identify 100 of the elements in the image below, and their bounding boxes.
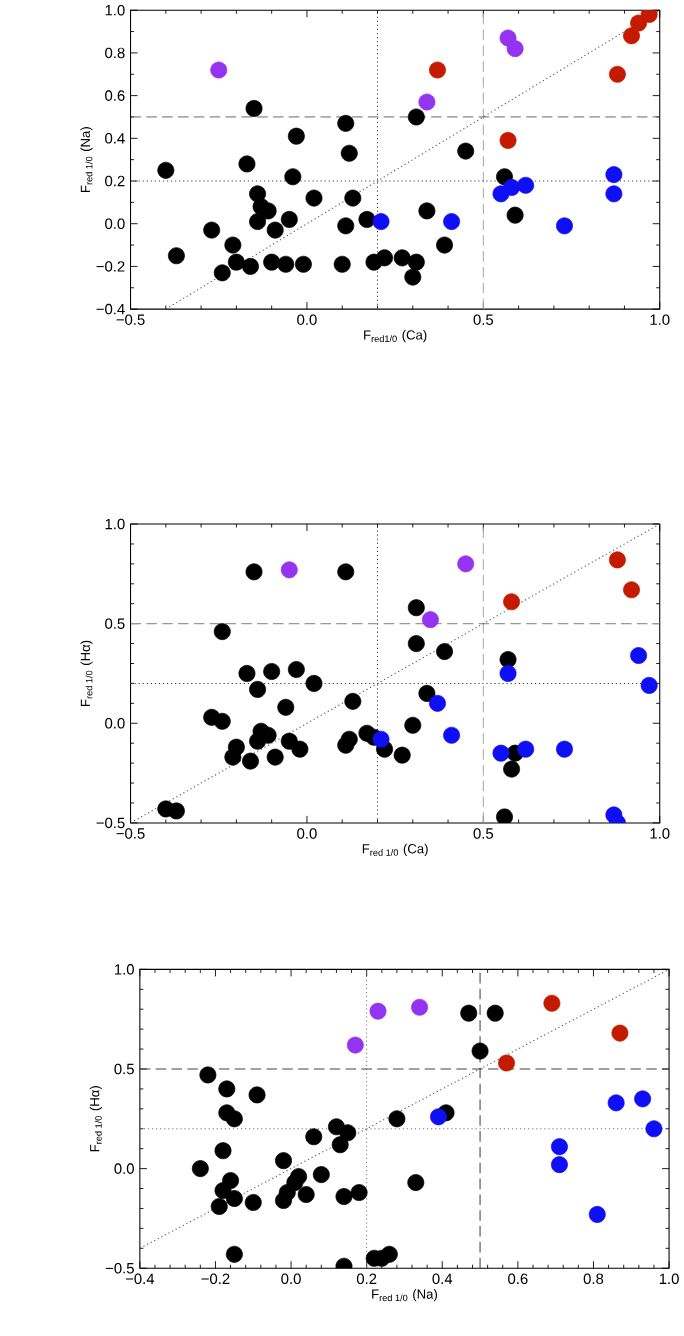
point (191, 1160, 209, 1178)
point (287, 127, 305, 145)
point (227, 253, 245, 271)
point (227, 738, 245, 756)
point (369, 1002, 387, 1020)
point (263, 663, 280, 680)
point (238, 665, 256, 682)
point (157, 161, 175, 179)
point (457, 555, 474, 573)
point (506, 206, 524, 224)
point (499, 665, 517, 682)
point (203, 221, 220, 239)
point (248, 680, 266, 698)
point (287, 661, 305, 678)
point (210, 1198, 228, 1215)
point (550, 1156, 568, 1174)
point (225, 1190, 243, 1207)
point (245, 99, 263, 117)
point (284, 168, 302, 186)
point (622, 581, 640, 599)
point (277, 698, 295, 716)
point (337, 217, 354, 235)
point (555, 740, 573, 758)
point (213, 712, 231, 730)
point (517, 176, 534, 194)
point (294, 255, 312, 273)
point (340, 144, 358, 162)
point (407, 253, 425, 271)
point (241, 257, 259, 275)
point (290, 1168, 307, 1186)
point (339, 1124, 357, 1142)
point (418, 684, 436, 702)
point (337, 114, 354, 132)
point (393, 746, 411, 764)
point (238, 155, 256, 173)
point (221, 1172, 239, 1190)
point (629, 647, 647, 664)
point (471, 1042, 489, 1060)
point (344, 189, 362, 207)
point (225, 1110, 243, 1128)
point (407, 1174, 425, 1191)
point (333, 255, 351, 273)
point (214, 1142, 232, 1160)
point (502, 760, 520, 778)
point (605, 166, 623, 184)
point (344, 692, 362, 710)
point (245, 563, 263, 581)
point (393, 249, 411, 267)
point (404, 716, 422, 734)
point (335, 1188, 353, 1205)
point (633, 1090, 651, 1108)
point (244, 1194, 262, 1211)
point (372, 213, 390, 231)
point (418, 202, 436, 220)
point (312, 1166, 330, 1184)
point (410, 998, 428, 1016)
point (340, 730, 358, 748)
point (429, 1108, 447, 1126)
point (210, 61, 227, 79)
point (428, 694, 446, 712)
point (442, 726, 460, 744)
point (608, 65, 626, 83)
point (550, 1138, 568, 1156)
point (608, 551, 626, 569)
point (277, 255, 295, 273)
point (502, 593, 520, 611)
point (442, 213, 460, 231)
point (517, 740, 534, 758)
point (248, 213, 266, 231)
point (218, 1080, 236, 1098)
point (428, 61, 446, 79)
point (502, 178, 520, 196)
point (486, 1004, 504, 1022)
point (331, 1136, 349, 1154)
point (404, 268, 422, 286)
point (499, 132, 517, 149)
point (305, 674, 323, 692)
point (224, 236, 242, 254)
point (421, 611, 439, 629)
point (375, 249, 393, 267)
point (407, 599, 425, 617)
point (259, 202, 277, 220)
point (305, 1128, 322, 1146)
point (280, 561, 298, 579)
point (506, 40, 524, 58)
point (274, 1152, 292, 1170)
point (388, 1110, 406, 1128)
point (418, 93, 436, 111)
point (213, 264, 231, 282)
point (543, 994, 561, 1012)
point (407, 108, 425, 126)
point (605, 185, 623, 203)
point (622, 27, 640, 45)
point (266, 221, 284, 239)
point (350, 1184, 368, 1201)
point (372, 730, 390, 748)
point (607, 1094, 625, 1112)
point (199, 1066, 217, 1084)
point (460, 1004, 477, 1022)
point (167, 247, 185, 265)
